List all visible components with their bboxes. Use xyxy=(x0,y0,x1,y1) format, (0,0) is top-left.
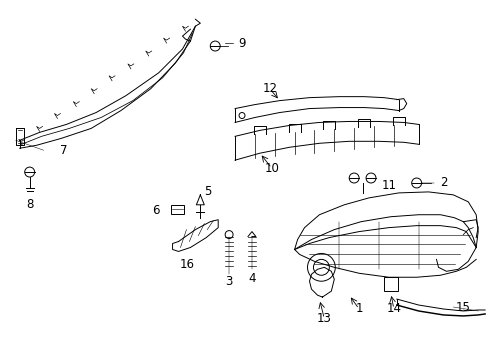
Text: 14: 14 xyxy=(386,302,401,315)
Text: 5: 5 xyxy=(204,185,211,198)
Text: 12: 12 xyxy=(262,82,277,95)
Text: 2: 2 xyxy=(439,176,447,189)
Text: 8: 8 xyxy=(26,198,33,211)
Text: 11: 11 xyxy=(381,179,396,193)
Text: 15: 15 xyxy=(455,301,470,314)
Text: 13: 13 xyxy=(316,312,331,325)
Text: 7: 7 xyxy=(60,144,67,157)
Text: 9: 9 xyxy=(238,37,245,50)
Text: 16: 16 xyxy=(180,258,195,271)
Bar xyxy=(383,277,397,291)
Text: 1: 1 xyxy=(355,302,362,315)
Text: 4: 4 xyxy=(248,272,255,285)
Text: 6: 6 xyxy=(152,204,159,217)
Text: 10: 10 xyxy=(264,162,279,175)
Bar xyxy=(170,205,184,214)
Text: 3: 3 xyxy=(225,275,232,288)
